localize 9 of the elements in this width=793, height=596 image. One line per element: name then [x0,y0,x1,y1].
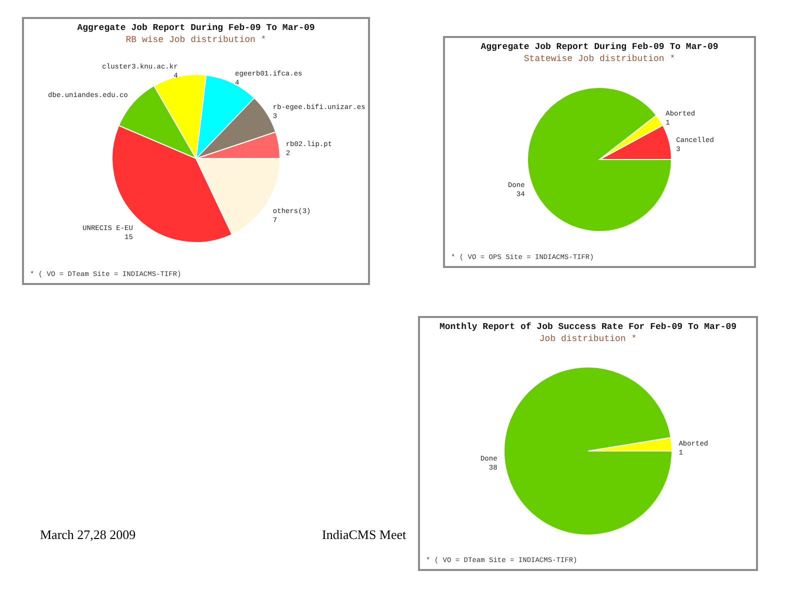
text: IndiaCMS Meet [322,527,406,543]
text: March 27,28 2009 [40,527,136,543]
chart-subtitle: Statewise Job distribution * [524,54,676,64]
chart-title: Aggregate Job Report During Feb-09 To Mar-09 [77,23,315,33]
chart-subtitle: Job distribution * [539,334,637,344]
chart-title: Monthly Report of Job Success Rate For Feb-09 To Mar-09 [439,322,737,332]
chart-subtitle: RB wise Job distribution * [126,35,266,45]
pie-slice [504,366,672,536]
chart-title: Aggregate Job Report During Feb-09 To Mar-09 [480,42,718,52]
